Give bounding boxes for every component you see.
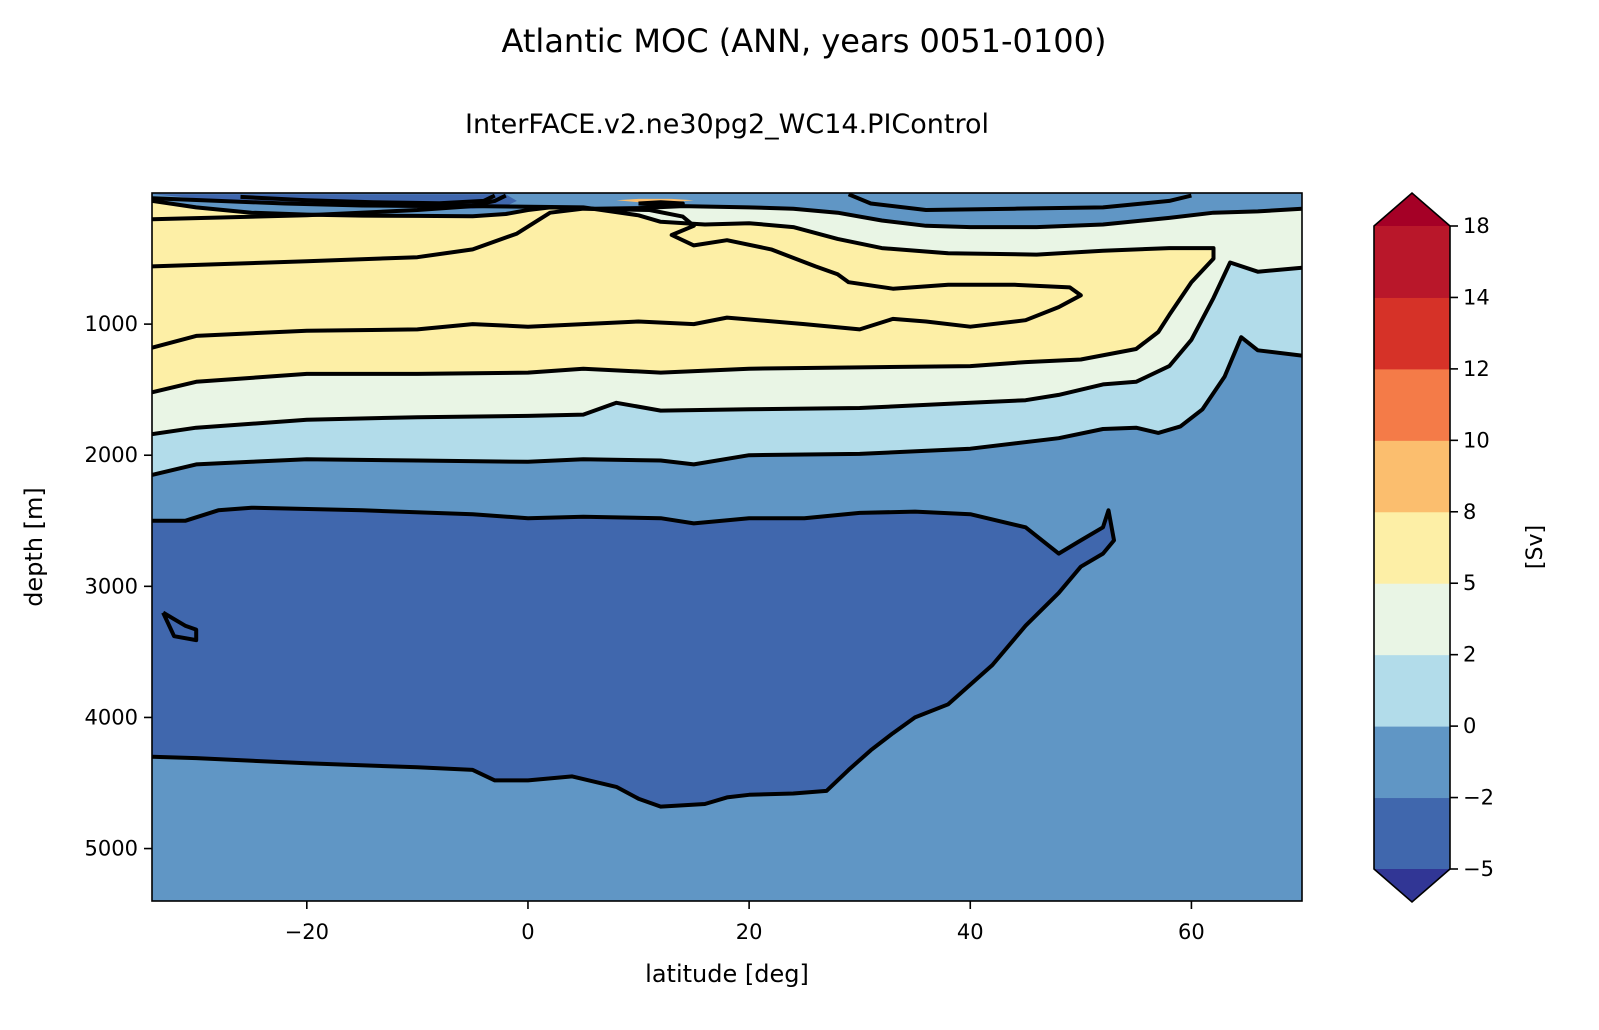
region-deep-cell	[152, 507, 1114, 807]
colorbar-segment	[1374, 654, 1450, 727]
contour-lines	[152, 193, 1302, 809]
colorbar-tick-label: 0	[1463, 714, 1476, 738]
colorbar-tick-label: 2	[1463, 643, 1476, 667]
y-tick-label: 2000	[85, 443, 138, 467]
x-tick-label: −20	[285, 920, 329, 944]
colorbar-segment	[1374, 726, 1450, 799]
colorbar-segment	[1374, 511, 1450, 584]
plot-frame	[151, 192, 1303, 902]
contour-line	[152, 260, 1302, 437]
contour-line	[638, 200, 685, 207]
x-tick-label: 0	[521, 920, 534, 944]
colorbar-segment	[1374, 297, 1450, 370]
contour-line	[152, 198, 1302, 230]
colorbar-segment	[1374, 583, 1450, 656]
colorbar: −5 −2 0 2 5 8 10 12 14 18	[1373, 191, 1494, 904]
contour-line	[847, 193, 1192, 212]
colorbar-segment	[1374, 226, 1450, 298]
colorbar-label: [Sv]	[1523, 525, 1548, 569]
x-axis: −20 0 20 40 60	[285, 901, 1205, 944]
y-axis: 1000 2000 3000 4000 5000	[85, 312, 152, 861]
contour-line	[152, 193, 507, 209]
colorbar-extend-min	[1374, 869, 1450, 902]
colorbar-tick-label: −2	[1463, 786, 1494, 810]
colorbar-segment	[1374, 797, 1450, 870]
y-axis-label: depth [m]	[20, 487, 48, 607]
x-axis-label: latitude [deg]	[645, 960, 809, 988]
colorbar-tick-label: 18	[1463, 214, 1490, 238]
y-tick-label: 3000	[85, 574, 138, 598]
chart-subtitle: InterFACE.v2.ne30pg2_WC14.PIControl	[465, 109, 989, 140]
colorbar-extend-max	[1374, 193, 1450, 226]
contour-line	[152, 335, 1302, 477]
x-tick-label: 40	[957, 920, 984, 944]
chart-title: Atlantic MOC (ANN, years 0051-0100)	[502, 22, 1107, 60]
y-tick-label: 1000	[85, 312, 138, 336]
band-5-to-8	[152, 193, 1302, 393]
contour-line	[240, 193, 496, 206]
plot-area	[152, 193, 1302, 901]
colorbar-segment	[1374, 368, 1450, 441]
colorbar-tick-label: −5	[1463, 857, 1494, 881]
y-tick-label: 4000	[85, 705, 138, 729]
colorbar-segment	[1374, 440, 1450, 513]
colorbar-tick-label: 8	[1463, 500, 1476, 524]
colorbar-tick-label: 10	[1463, 428, 1490, 452]
colorbar-tick-label: 12	[1463, 357, 1490, 381]
x-tick-label: 60	[1178, 920, 1205, 944]
y-tick-label: 5000	[85, 837, 138, 861]
contour-line	[152, 204, 1216, 395]
contour-line	[152, 505, 1116, 809]
colorbar-tick-label: 5	[1463, 571, 1476, 595]
colorbar-tick-label: 14	[1463, 285, 1490, 309]
x-tick-label: 20	[736, 920, 763, 944]
contour-line	[161, 610, 199, 643]
